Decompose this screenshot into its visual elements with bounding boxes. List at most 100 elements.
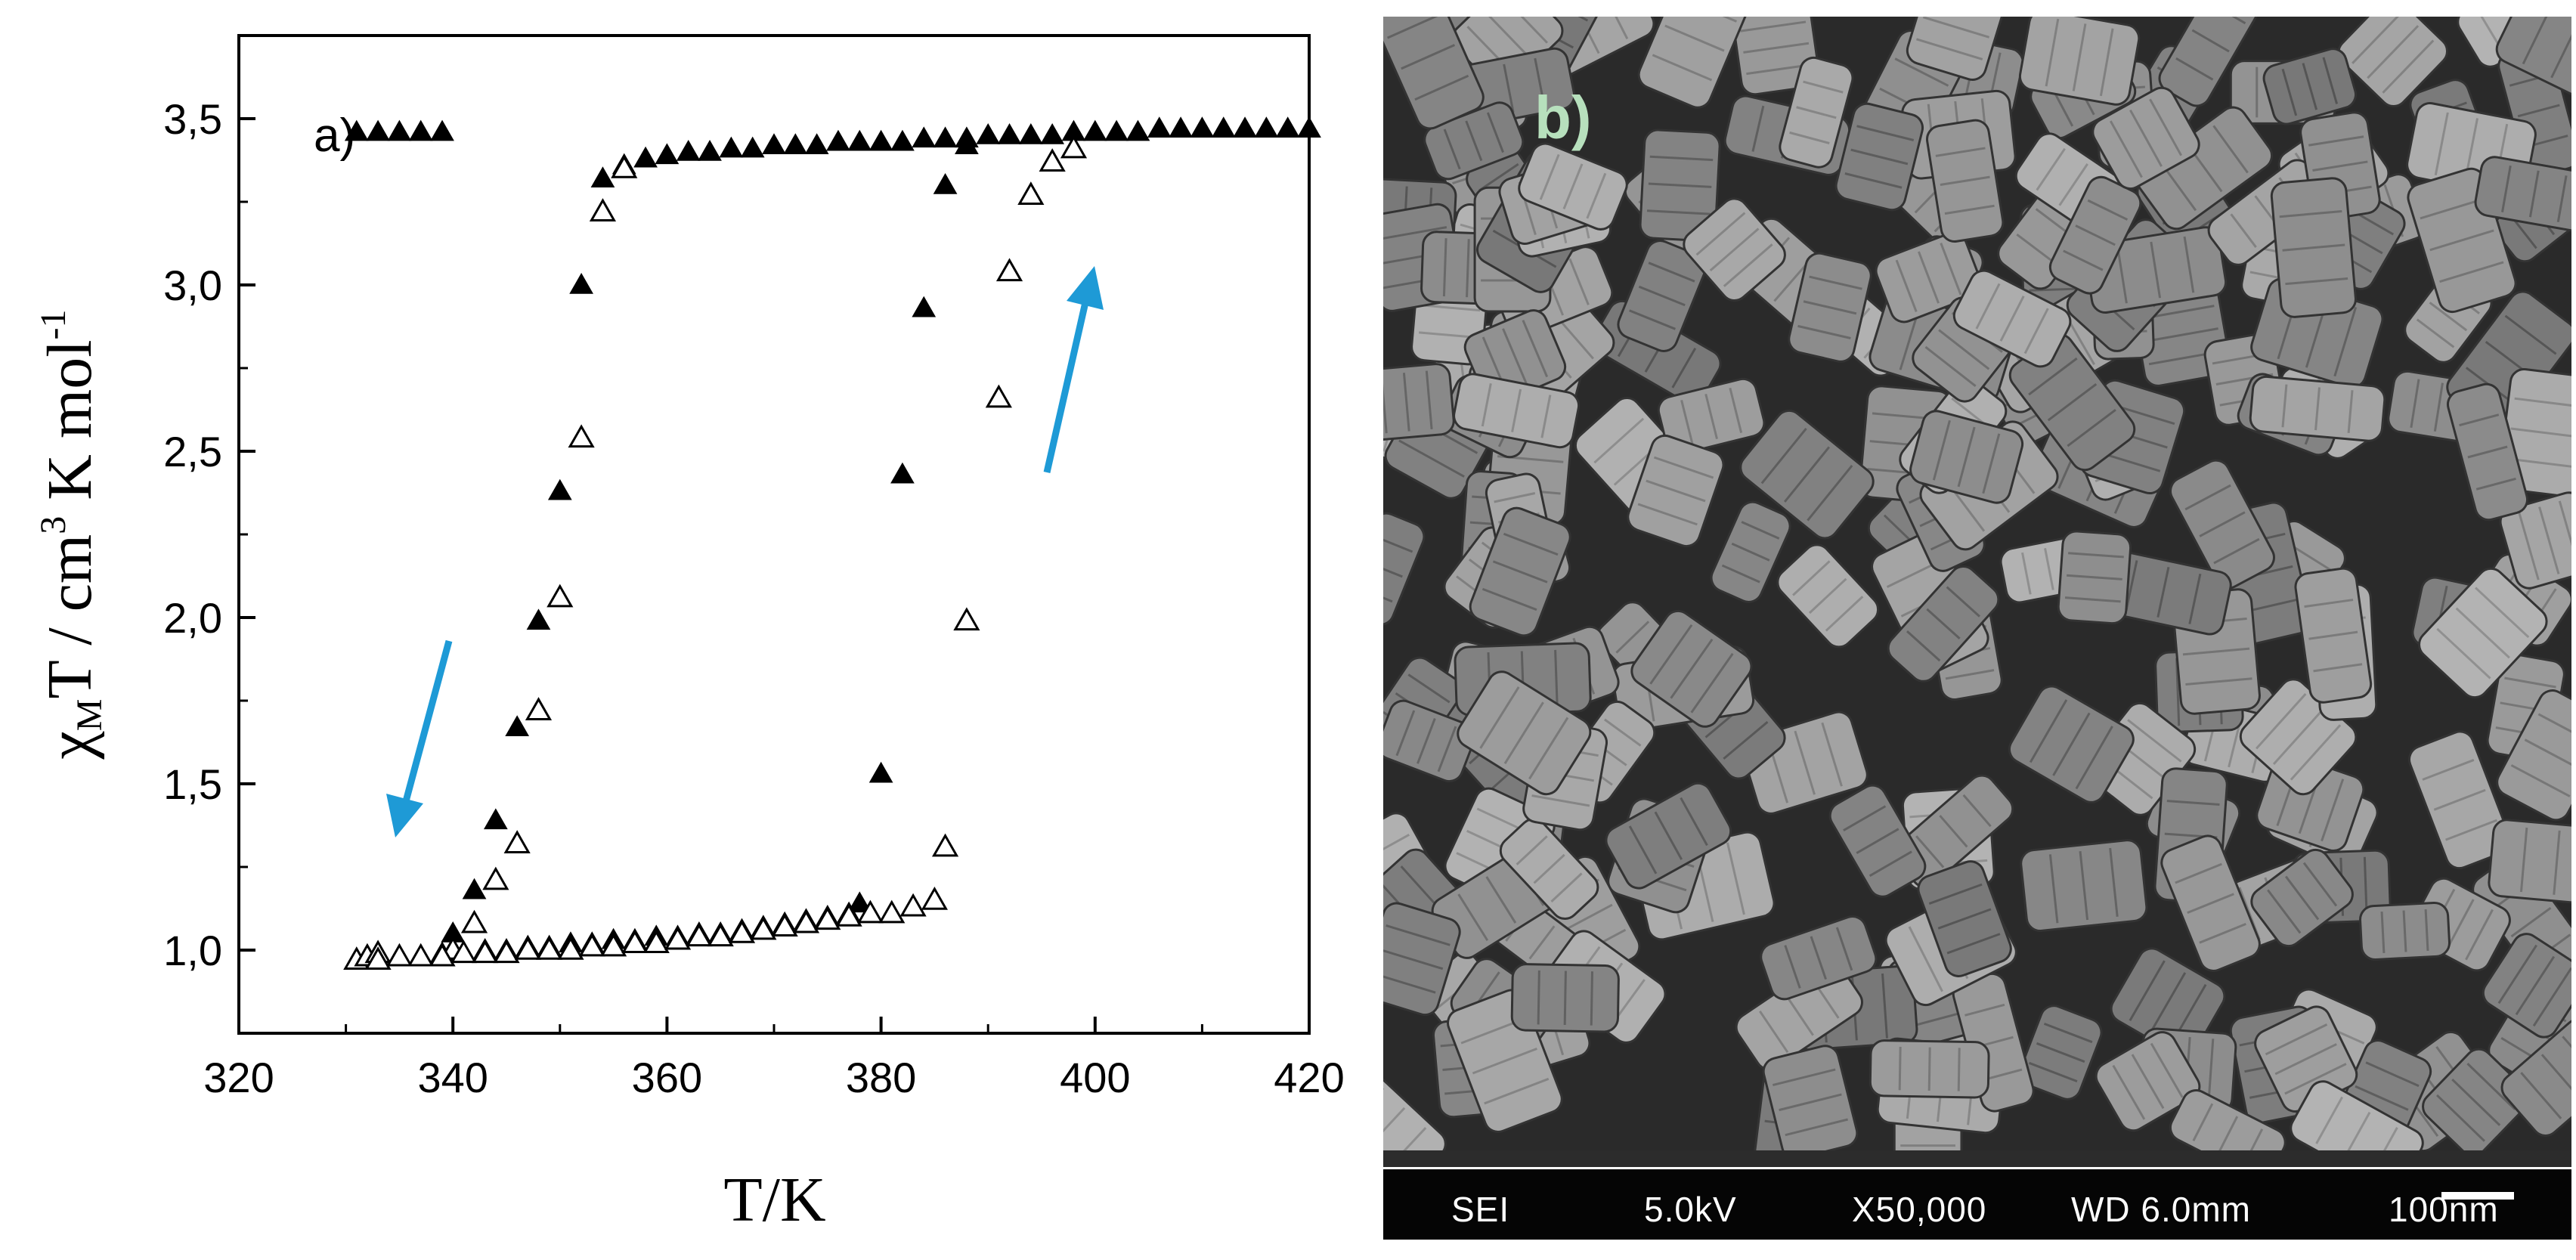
filled-triangle-point	[1018, 122, 1043, 144]
open-triangle-point	[771, 913, 798, 936]
filled-triangle-point	[547, 478, 572, 500]
filled-triangle-point	[655, 143, 680, 165]
sem-particle	[2488, 819, 2571, 907]
filled-triangle-point	[762, 133, 786, 154]
sem-particle	[2446, 382, 2529, 522]
filled-triangle-point	[868, 129, 893, 151]
filled-triangle-point	[462, 878, 487, 899]
sem-particle	[1383, 17, 1485, 130]
plot-frame	[237, 34, 1311, 1035]
filled-triangle-point	[1040, 122, 1065, 144]
open-triangle-point	[878, 899, 906, 924]
sem-particle	[1383, 512, 1426, 626]
sem-particle	[1469, 506, 1571, 637]
sem-particle	[2262, 48, 2357, 125]
filled-triangle-point	[826, 129, 850, 151]
panel-label-a: a)	[314, 110, 355, 162]
sem-particle	[1779, 56, 1854, 169]
filled-triangle-point	[1275, 116, 1300, 138]
filled-triangle-point	[1082, 119, 1107, 141]
filled-triangle-point	[698, 139, 722, 161]
sem-particle	[1605, 782, 1732, 890]
arrow-up	[1043, 266, 1104, 473]
sem-particle	[1909, 410, 2024, 504]
filled-triangle-point	[740, 136, 765, 158]
filled-triangle-point	[1104, 119, 1129, 141]
y-label-rest: T / cm	[35, 534, 105, 699]
filled-triangle-point	[719, 136, 744, 158]
open-triangle-point	[621, 930, 649, 953]
filled-triangle-point	[847, 129, 872, 151]
filled-triangle-point	[1233, 116, 1257, 138]
sem-particle	[1887, 565, 2000, 683]
sem-particle	[1869, 1039, 1990, 1099]
y-tick-label: 2,5	[163, 428, 222, 475]
sem-particle	[1630, 609, 1753, 728]
sem-particle	[2095, 1031, 2201, 1132]
y-tick-label: 2,0	[163, 594, 222, 642]
filled-triangle-point	[526, 608, 551, 630]
sem-particle	[1739, 409, 1875, 540]
filled-triangle-point	[955, 133, 979, 154]
sem-particle	[2270, 177, 2357, 318]
sem-working-distance: WD 6.0mm	[2071, 1190, 2251, 1229]
open-triangle-point	[1017, 181, 1045, 205]
sem-particle	[2169, 1089, 2287, 1150]
sem-info-bar: SEI 5.0kV X50,000 WD 6.0mm 100nm	[1383, 1167, 2571, 1240]
filled-triangle-point	[430, 119, 454, 141]
open-triangle-point	[429, 943, 456, 967]
open-triangle-point	[856, 899, 884, 924]
sem-particle	[2018, 17, 2141, 106]
sem-particle	[1788, 252, 1872, 363]
sem-particle	[2407, 730, 2512, 870]
x-tick-label: 340	[417, 1054, 488, 1101]
open-triangle-point	[600, 933, 627, 957]
sem-particle	[2249, 375, 2386, 442]
sem-particle	[2057, 530, 2132, 625]
sem-particle	[2169, 459, 2275, 590]
tick-marks	[237, 117, 1311, 1035]
open-triangle-point	[525, 697, 553, 720]
filled-triangle-point	[890, 129, 915, 151]
open-triangle-point	[750, 916, 777, 940]
sem-particle	[1383, 1068, 1447, 1150]
x-axis-label: T/K	[723, 1165, 825, 1235]
open-triangle-point	[546, 584, 574, 608]
chart-marks	[343, 116, 1321, 970]
sem-particle	[2500, 1018, 2571, 1137]
y-label-sup2: -1	[33, 309, 73, 339]
open-triangle-point	[664, 926, 692, 950]
sem-particle	[1710, 500, 1791, 603]
open-triangle-point	[503, 830, 531, 853]
filled-triangle-point	[847, 891, 872, 913]
open-triangle-point	[589, 198, 617, 221]
sem-particle	[2020, 839, 2148, 933]
sem-particle	[1906, 17, 2007, 81]
sem-particle	[2418, 567, 2548, 699]
sem-particle	[1383, 363, 1455, 441]
filled-triangle-point	[783, 133, 808, 154]
sem-particle	[1510, 963, 1620, 1033]
open-triangle-point	[364, 946, 392, 970]
sem-magnification: X50,000	[1852, 1190, 1987, 1229]
sem-particle	[2091, 86, 2200, 190]
y-label-sup: 3	[33, 516, 73, 534]
filled-triangle-point	[505, 715, 530, 736]
sem-particle	[2474, 156, 2571, 232]
open-triangle-point	[792, 909, 820, 933]
open-triangle-point	[995, 258, 1023, 282]
filled-triangle-point	[483, 808, 508, 830]
open-triangle-point	[686, 923, 713, 947]
sem-particle	[1760, 915, 1878, 1001]
open-triangle-point	[921, 886, 948, 910]
filled-triangle-point	[1147, 116, 1172, 138]
sem-image: b) SEI 5.0kV X50,000 WD 6.0mm 100nm	[1383, 17, 2571, 1240]
x-tick-label: 380	[846, 1054, 916, 1101]
filled-triangle-point	[912, 126, 937, 148]
open-triangle-point	[482, 866, 509, 890]
open-triangle-point	[493, 940, 520, 964]
filled-triangle-point	[408, 119, 433, 141]
x-tick-label: 320	[203, 1054, 274, 1101]
y-tick-label: 1,5	[163, 760, 222, 808]
open-triangle-point	[899, 893, 927, 917]
